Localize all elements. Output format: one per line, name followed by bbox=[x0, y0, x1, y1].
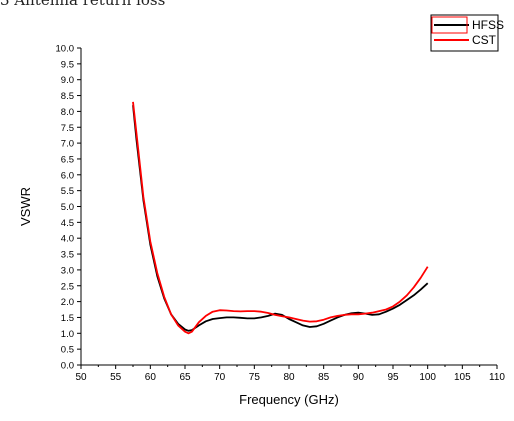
series-line-cst bbox=[132, 101, 429, 335]
x-tick-label: 95 bbox=[387, 372, 399, 383]
x-tick-label: 60 bbox=[145, 372, 157, 383]
y-tick-label: 6.5 bbox=[61, 154, 74, 165]
x-tick-label: 105 bbox=[454, 372, 471, 383]
y-tick-label: 2.5 bbox=[61, 281, 74, 292]
x-tick-label: 65 bbox=[179, 372, 191, 383]
y-tick-label: 7.0 bbox=[61, 139, 74, 150]
y-tick-label: 8.0 bbox=[61, 107, 74, 118]
x-tick-label: 100 bbox=[419, 372, 436, 383]
y-tick-label: 6.0 bbox=[61, 170, 74, 181]
x-tick-label: 80 bbox=[283, 372, 295, 383]
y-tick-label: 4.5 bbox=[61, 218, 74, 229]
x-tick-label: 85 bbox=[318, 372, 330, 383]
x-tick-label: 110 bbox=[489, 372, 505, 383]
y-tick-label: 3.5 bbox=[61, 250, 74, 261]
x-axis-title: Frequency (GHz) bbox=[239, 392, 339, 407]
figure-caption: 3 Antenna return loss bbox=[0, 0, 166, 9]
y-tick-label: 1.5 bbox=[61, 313, 74, 324]
y-tick-label: 3.0 bbox=[61, 265, 74, 276]
series-line-hfss bbox=[132, 105, 429, 332]
y-tick-label: 1.0 bbox=[61, 329, 74, 340]
x-tick-label: 90 bbox=[353, 372, 365, 383]
y-tick-label: 8.5 bbox=[61, 91, 74, 102]
y-tick-label: 0.5 bbox=[61, 345, 74, 356]
y-tick-label: 9.5 bbox=[61, 59, 74, 70]
y-tick-label: 0.0 bbox=[61, 361, 74, 372]
y-tick-label: 9.0 bbox=[61, 75, 74, 86]
x-tick-label: 70 bbox=[214, 372, 226, 383]
legend-label-hfss: HFSS bbox=[472, 18, 504, 32]
y-tick-label: 7.5 bbox=[61, 123, 74, 134]
y-axis-title: VSWR bbox=[18, 187, 33, 226]
y-tick-label: 5.5 bbox=[61, 186, 74, 197]
y-tick-label: 5.0 bbox=[61, 202, 74, 213]
legend-label-cst: CST bbox=[472, 33, 497, 47]
y-tick-label: 2.0 bbox=[61, 297, 74, 308]
x-tick-label: 50 bbox=[75, 372, 87, 383]
x-tick-label: 75 bbox=[249, 372, 261, 383]
y-tick-label: 10.0 bbox=[56, 44, 75, 55]
y-tick-label: 4.0 bbox=[61, 234, 74, 245]
legend-highlight-box bbox=[431, 16, 468, 34]
x-tick-label: 55 bbox=[110, 372, 122, 383]
